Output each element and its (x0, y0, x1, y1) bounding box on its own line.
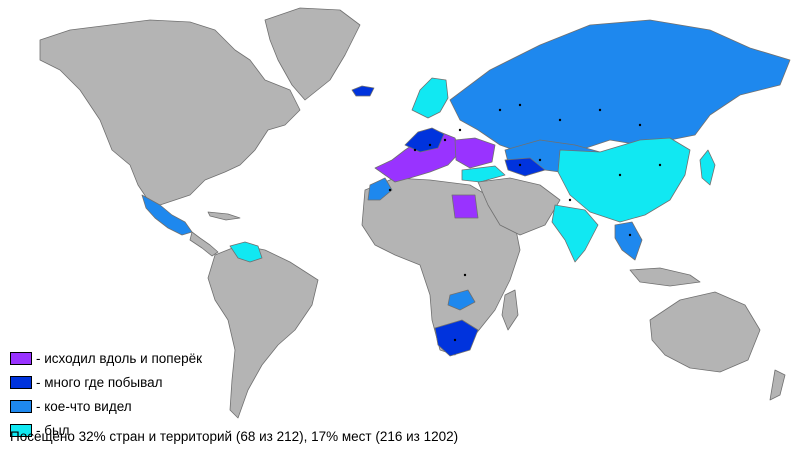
scandinavia-visited (411, 77, 449, 119)
legend-label: - кое-что видел (36, 398, 132, 414)
world-map (39, 7, 791, 419)
middle-east-land (477, 177, 561, 236)
legend-swatch-cyan (10, 423, 32, 437)
mexico-visited (141, 194, 193, 236)
egypt-visited (451, 194, 479, 219)
india-visited (551, 204, 599, 263)
japan-visited (699, 149, 716, 186)
legend-swatch-blue (10, 375, 32, 389)
zambia-visited (447, 289, 476, 311)
china-visited (557, 137, 691, 223)
caucasus-visited (504, 157, 546, 177)
turkey-visited (461, 165, 506, 183)
legend-label: - исходил вдоль и поперёк (36, 350, 203, 366)
australia-land (649, 291, 761, 373)
map-legend: - исходил вдоль и поперёк - много где по… (10, 346, 202, 442)
indonesia-land (629, 267, 701, 287)
iceland-visited (351, 85, 375, 97)
legend-entry-level1: - исходил вдоль и поперёк (10, 346, 202, 370)
legend-entry-level3: - кое-что видел (10, 394, 202, 418)
madagascar-land (501, 289, 519, 331)
greenland-land (264, 7, 361, 101)
legend-entry-level2: - много где побывал (10, 370, 202, 394)
visited-place-markers (388, 103, 662, 342)
visit-statistics-caption: Посещено 32% стран и территорий (68 из 2… (10, 429, 459, 444)
legend-label: - много где побывал (36, 374, 163, 390)
new-zealand-land (769, 369, 786, 401)
morocco-visited (367, 177, 393, 201)
legend-swatch-light-blue (10, 399, 32, 413)
eastern-europe-visited (454, 137, 496, 169)
legend-entry-level4: - был (10, 418, 202, 442)
venezuela-visited (229, 241, 263, 263)
russia-visited (449, 19, 791, 153)
southeast-asia-visited (614, 221, 643, 261)
central-america-land (189, 231, 219, 257)
legend-label: - был (36, 422, 70, 438)
south-africa-visited (434, 319, 479, 357)
north-america-land (39, 19, 301, 206)
central-europe-visited (404, 127, 445, 153)
cuba-land (207, 211, 241, 221)
south-america-land (207, 244, 319, 419)
legend-swatch-purple (10, 351, 32, 365)
